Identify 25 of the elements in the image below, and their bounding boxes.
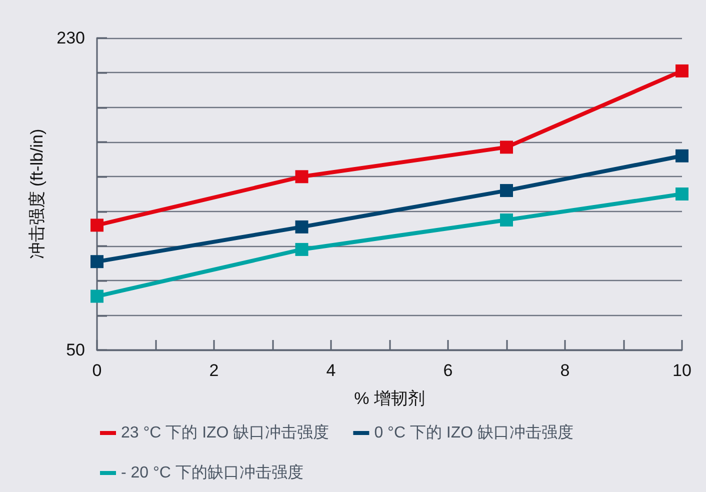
x-tick-label: 10 <box>672 361 692 380</box>
point <box>90 218 104 232</box>
point <box>295 242 308 256</box>
point <box>90 290 104 303</box>
point <box>90 255 104 268</box>
point <box>676 149 688 162</box>
point <box>500 214 513 226</box>
legend-label: 0 °C 下的 IZO 缺口冲击强度 <box>374 424 574 442</box>
y-axis-title: 冲击强度 (ft-lb/in) <box>28 128 47 260</box>
x-tick-label: 4 <box>326 361 336 380</box>
y-tick-label: 50 <box>66 340 85 360</box>
point <box>295 220 308 234</box>
y-tick-label: 230 <box>56 28 85 48</box>
point <box>500 140 513 154</box>
x-tick-label: 8 <box>560 361 570 380</box>
legend-label: - 20 °C 下的缺口冲击强度 <box>121 464 304 482</box>
x-tick-label: 6 <box>443 361 453 380</box>
x-tick-label: 2 <box>209 361 219 380</box>
x-tick-label: 0 <box>92 361 102 380</box>
point <box>295 170 308 184</box>
x-axis-title: % 增韧剂 <box>354 389 425 408</box>
point <box>676 188 688 200</box>
point <box>676 64 688 78</box>
point <box>500 184 513 198</box>
legend-label: 23 °C 下的 IZO 缺口冲击强度 <box>121 424 330 442</box>
